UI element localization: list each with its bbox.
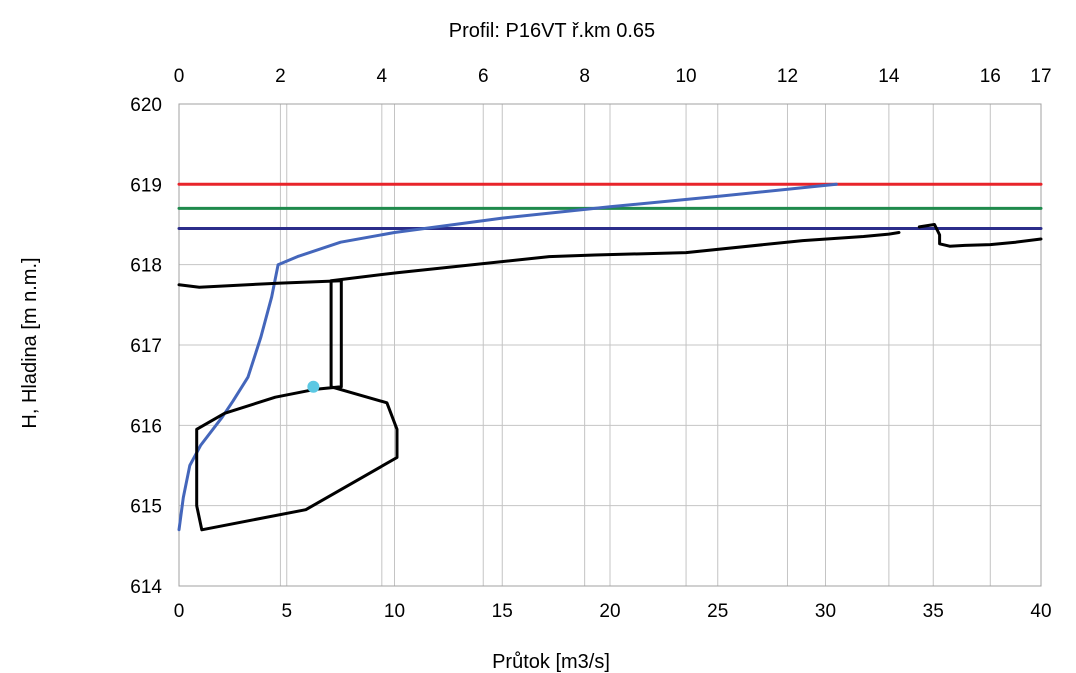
x2-tick-label: 17 bbox=[1030, 66, 1051, 87]
series-layer bbox=[177, 182, 1043, 532]
x2-tick-label: 2 bbox=[275, 66, 286, 87]
x-tick-label: 5 bbox=[281, 601, 292, 622]
y-axis-ticks: 614 615 616 617 618 619 620 bbox=[130, 95, 162, 598]
x2-tick-label: 8 bbox=[579, 66, 590, 87]
x2-tick-label: 0 bbox=[174, 66, 185, 87]
series-line-4 bbox=[177, 279, 343, 289]
chart-title: Profil: P16VT ř.km 0.65 bbox=[449, 20, 655, 42]
data-point-marker bbox=[307, 380, 320, 393]
x-tick-label: 20 bbox=[599, 601, 620, 622]
x-axis-top-ticks: 0 2 4 6 8 10 12 14 16 17 bbox=[174, 66, 1052, 87]
x2-tick-label: 6 bbox=[478, 66, 489, 87]
y-tick-label: 620 bbox=[130, 95, 162, 116]
x-tick-label: 40 bbox=[1030, 601, 1051, 622]
y-axis-label: H, Hladina [m n.m.] bbox=[19, 257, 41, 428]
y-tick-label: 618 bbox=[130, 256, 162, 277]
x-tick-label: 0 bbox=[174, 601, 185, 622]
y-tick-label: 614 bbox=[130, 577, 162, 598]
x-axis-bottom-ticks: 0 5 10 15 20 25 30 35 40 bbox=[174, 601, 1052, 622]
x-tick-label: 25 bbox=[707, 601, 728, 622]
x2-tick-label: 4 bbox=[377, 66, 388, 87]
y-tick-label: 619 bbox=[130, 175, 162, 196]
plot-area-border bbox=[178, 103, 1042, 587]
x2-tick-label: 14 bbox=[878, 66, 900, 87]
series-line-5 bbox=[195, 231, 901, 532]
x-tick-label: 35 bbox=[923, 601, 944, 622]
x2-tick-label: 12 bbox=[777, 66, 798, 87]
y-tick-label: 615 bbox=[130, 497, 162, 518]
x-tick-label: 30 bbox=[815, 601, 836, 622]
x-tick-label: 15 bbox=[492, 601, 513, 622]
x-axis-label: Průtok [m3/s] bbox=[492, 651, 610, 673]
x-tick-label: 10 bbox=[384, 601, 405, 622]
x2-tick-label: 16 bbox=[980, 66, 1001, 87]
y-tick-label: 616 bbox=[130, 416, 162, 437]
series-line-6 bbox=[917, 223, 1043, 248]
y-tick-label: 617 bbox=[130, 336, 162, 357]
x2-tick-label: 10 bbox=[675, 66, 696, 87]
